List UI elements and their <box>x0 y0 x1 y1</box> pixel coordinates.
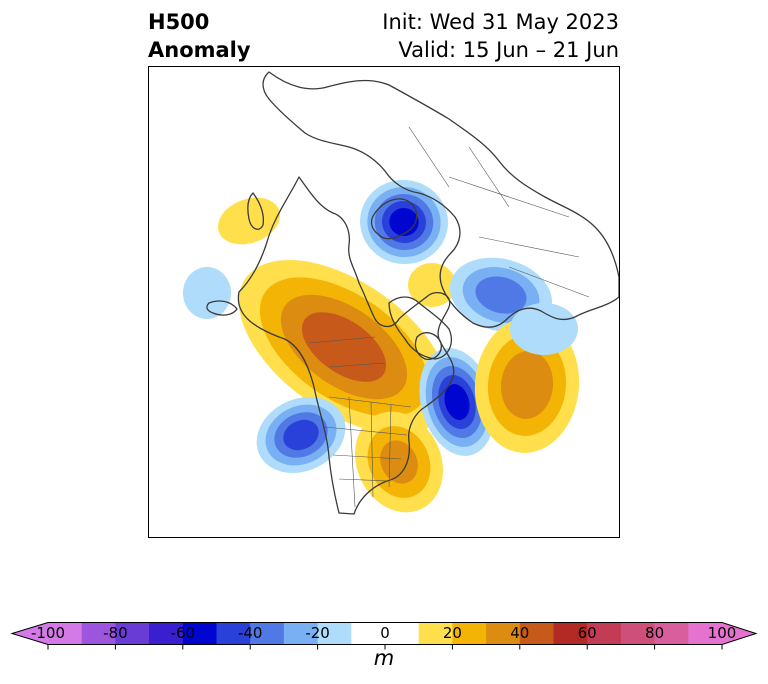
anomaly-ridge-atlantic <box>474 317 580 453</box>
colorbar-extend-low <box>12 622 48 645</box>
country-borders <box>308 126 590 508</box>
anomaly-map <box>183 71 619 515</box>
anomaly-trough-pacific-nw <box>256 397 346 473</box>
coastline-alaska-islands <box>206 300 238 316</box>
colorbar-cell-0 <box>48 622 83 645</box>
colorbar-cell-4 <box>182 622 217 645</box>
anomaly-trough-scandinavia <box>360 179 448 265</box>
colorbar <box>10 622 758 650</box>
colorbar-tick-label: -40 <box>237 624 263 642</box>
init-date-label: Init: Wed 31 May 2023 <box>382 10 619 34</box>
anomaly-trough-east-asia <box>510 303 578 355</box>
colorbar-cell-3 <box>149 622 184 645</box>
coastline-japan <box>247 192 265 230</box>
anomaly-ridge-east-siberia-level-10 <box>408 263 456 307</box>
colorbar-unit-label: m <box>373 646 395 670</box>
anomaly-trough-hudson <box>419 348 495 456</box>
anomaly-ridge-atlantic-level-30 <box>500 351 554 419</box>
colorbar-tick-label: -60 <box>170 624 196 642</box>
colorbar-cell-14 <box>553 622 588 645</box>
anomaly-trough-east-pacific-level--10 <box>183 267 231 319</box>
coastline-hudson-bay <box>414 332 442 360</box>
coastlines <box>206 71 619 515</box>
title-line-2: Anomaly <box>148 38 251 62</box>
colorbar-cell-12 <box>486 622 521 645</box>
colorbar-tick-label: -80 <box>103 624 128 642</box>
colorbar-tick-label: 100 <box>707 624 737 642</box>
colorbar-tick-label: 60 <box>577 624 597 642</box>
colorbar-cell-15 <box>587 622 622 645</box>
colorbar-tick-label: -100 <box>30 624 66 642</box>
colorbar-cell-5 <box>216 622 251 645</box>
anomaly-trough-hudson-level--50 <box>444 384 470 420</box>
colorbar-tick-label: 20 <box>442 624 462 642</box>
colorbar-tick-label: 80 <box>645 624 665 642</box>
valid-range-label: Valid: 15 Jun – 21 Jun <box>398 38 619 62</box>
anomaly-ridge-east-siberia <box>408 263 456 307</box>
anomaly-trough-pacific-nw-level--40 <box>283 419 319 451</box>
colorbar-cell-10 <box>418 622 453 645</box>
anomaly-ridge-nw-america <box>238 259 450 435</box>
forecast-info: Init: Wed 31 May 2023 Valid: 15 Jun – 21… <box>382 8 619 64</box>
colorbar-tick-label: 40 <box>510 624 530 642</box>
colorbar-tick-label: 0 <box>380 624 390 642</box>
colorbar-cell-9 <box>351 622 420 645</box>
coastline-eurasia <box>262 71 619 328</box>
colorbar-cell-17 <box>654 622 689 645</box>
anomaly-trough-east-asia-level--10 <box>510 303 578 355</box>
title-line-1: H500 <box>148 10 210 34</box>
colorbar-cell-2 <box>115 622 150 645</box>
colorbar-extend-high <box>722 622 756 645</box>
anomaly-trough-east-pacific <box>183 267 231 319</box>
coastline-greenland <box>388 296 452 360</box>
colorbar-cell-16 <box>620 622 656 645</box>
coastline-north-america <box>237 176 455 515</box>
colorbar-cell-1 <box>81 622 116 645</box>
anomaly-contours <box>183 179 580 513</box>
colorbar-cell-6 <box>250 622 285 645</box>
anomaly-trough-central-asia-level--30 <box>475 276 527 314</box>
colorbar-cell-11 <box>452 622 487 645</box>
colorbar-cell-13 <box>519 622 554 645</box>
anomaly-ridge-central-us <box>355 411 443 513</box>
colorbar-cell-18 <box>688 622 723 645</box>
colorbar-cell-7 <box>283 622 319 645</box>
chart-title: H500 Anomaly <box>148 8 251 64</box>
map-panel <box>148 66 620 538</box>
colorbar-tick-label: -20 <box>305 624 330 642</box>
coastline-scandinavia <box>370 198 418 240</box>
colorbar-cell-8 <box>317 622 352 645</box>
